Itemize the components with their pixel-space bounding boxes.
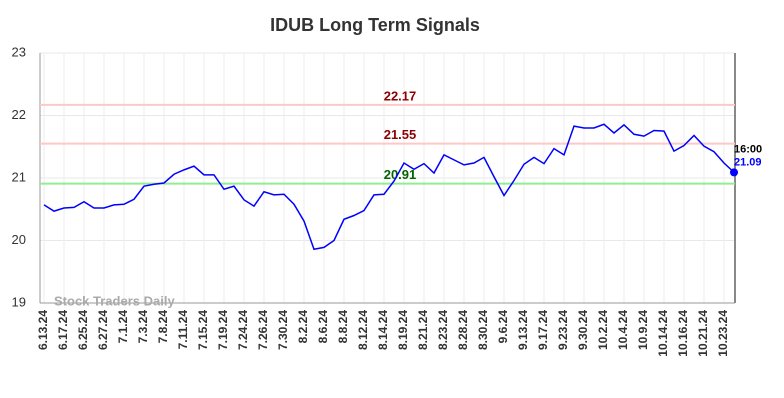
price-line bbox=[43, 123, 735, 251]
x-tick-label: 7.30.24 bbox=[276, 310, 290, 350]
x-tick-label: 10.21.24 bbox=[696, 310, 710, 357]
x-tick-label: 10.4.24 bbox=[616, 310, 630, 350]
x-tick-label: 9.6.24 bbox=[496, 310, 510, 344]
x-tick-label: 8.6.24 bbox=[316, 310, 330, 344]
x-tick-label: 6.13.24 bbox=[36, 310, 50, 350]
x-tick-label: 7.15.24 bbox=[196, 310, 210, 350]
x-tick-label: 8.8.24 bbox=[336, 310, 350, 344]
y-tick-label: 22 bbox=[12, 107, 26, 122]
x-tick-label: 9.30.24 bbox=[576, 310, 590, 350]
y-tick-label: 23 bbox=[12, 44, 26, 59]
x-tick-label: 10.16.24 bbox=[676, 310, 690, 357]
x-tick-label: 6.17.24 bbox=[56, 310, 70, 350]
x-tick-label: 8.19.24 bbox=[396, 310, 410, 350]
y-tick-label: 20 bbox=[12, 232, 26, 247]
signal-label: 22.17 bbox=[384, 88, 417, 103]
x-tick-label: 9.13.24 bbox=[516, 310, 530, 350]
chart-title: IDUB Long Term Signals bbox=[270, 15, 480, 35]
x-tick-label: 7.19.24 bbox=[216, 310, 230, 350]
x-tick-label: 6.25.24 bbox=[76, 310, 90, 350]
x-tick-label: 7.1.24 bbox=[116, 310, 130, 344]
x-tick-label: 7.26.24 bbox=[256, 310, 270, 350]
x-tick-label: 10.14.24 bbox=[656, 310, 670, 357]
last-value: 21.09 bbox=[734, 156, 762, 168]
last-time: 16:00 bbox=[734, 143, 762, 155]
watermark: Stock Traders Daily bbox=[54, 293, 175, 308]
x-tick-label: 10.9.24 bbox=[636, 310, 650, 350]
y-tick-label: 19 bbox=[12, 294, 26, 309]
x-tick-label: 8.12.24 bbox=[356, 310, 370, 350]
y-tick-label: 21 bbox=[12, 169, 26, 184]
x-tick-label: 7.8.24 bbox=[156, 310, 170, 344]
x-tick-label: 7.11.24 bbox=[176, 310, 190, 350]
x-tick-label: 7.3.24 bbox=[136, 310, 150, 344]
x-tick-label: 8.28.24 bbox=[456, 310, 470, 350]
last-point bbox=[730, 168, 738, 177]
x-tick-label: 8.14.24 bbox=[376, 310, 390, 350]
x-tick-label: 10.23.24 bbox=[716, 310, 730, 357]
x-tick-label: 9.23.24 bbox=[556, 310, 570, 350]
x-tick-label: 6.27.24 bbox=[96, 310, 110, 350]
signal-label: 20.91 bbox=[384, 167, 417, 182]
x-tick-label: 10.2.24 bbox=[596, 310, 610, 350]
x-tick-label: 7.24.24 bbox=[236, 310, 250, 350]
x-tick-label: 8.2.24 bbox=[296, 310, 310, 344]
x-tick-label: 8.23.24 bbox=[436, 310, 450, 350]
x-tick-label: 8.21.24 bbox=[416, 310, 430, 350]
x-tick-label: 9.17.24 bbox=[536, 310, 550, 350]
signal-label: 21.55 bbox=[384, 127, 417, 142]
x-tick-label: 8.30.24 bbox=[476, 310, 490, 350]
